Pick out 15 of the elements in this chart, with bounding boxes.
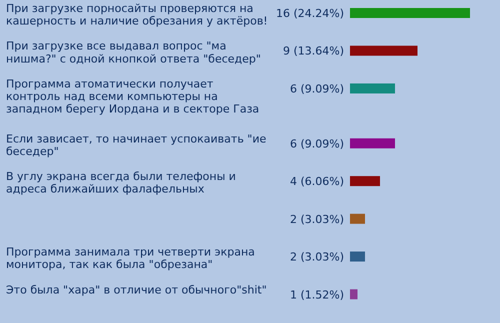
y-tick-label: Это была "хара" в отличие от обычного"shit" [6,283,267,296]
y-tick-label: В углу экрана всегда были телефоны и адреса ближайших фалафельных [6,170,236,196]
y-tick-label: Если зависает, то начинает успокаивать "ие беседер" [6,132,267,158]
data-label: 9 (13.64%) [282,44,344,58]
data-label: 6 (9.09%) [290,137,344,150]
y-tick-label: При загрузке все выдавал вопрос "ма нишма?" с одной кнопкой ответа "беседер" [6,40,261,66]
data-label: 6 (9.09%) [290,82,344,96]
data-label: 2 (3.03%) [290,212,344,226]
data-label: 1 (1.52%) [290,288,344,302]
data-label: 2 (3.03%) [290,250,344,264]
y-tick-label: При загрузке порносайты проверяются на кашерность и наличие обрезания у актёров! [6,2,268,28]
data-label: 16 (24.24%) [276,7,344,20]
data-label: 4 (6.06%) [290,175,344,188]
y-tick-label: Программа занимала три четверти экрана монитора, так как была "обрезана" [6,246,255,272]
y-tick-label: Программа атоматически получает контроль над всеми компьютеры на западном берегу Иордана и в секторе Газа [6,77,260,116]
